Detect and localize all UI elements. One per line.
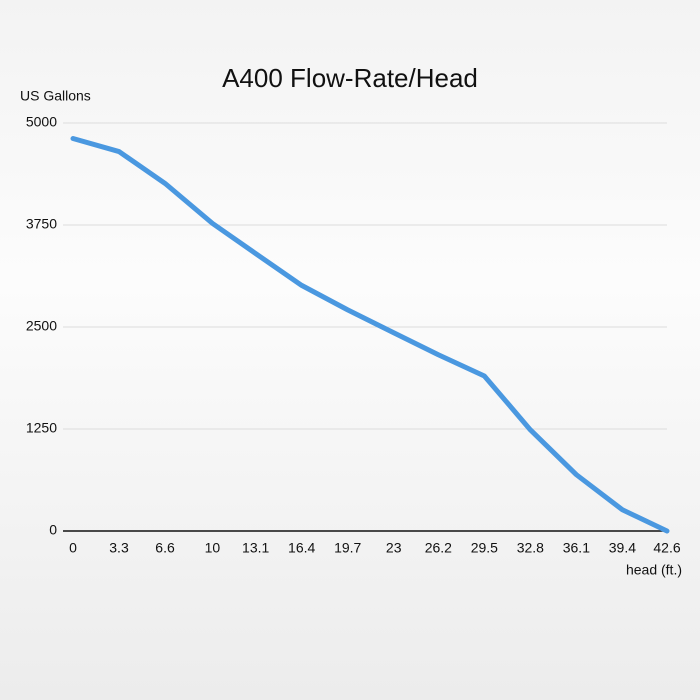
x-tick-label: 3.3 xyxy=(109,540,129,556)
x-tick-label: 39.4 xyxy=(609,540,636,556)
data-line xyxy=(70,136,670,534)
x-tick-label: 29.5 xyxy=(471,540,498,556)
x-tick-label: 32.8 xyxy=(517,540,544,556)
x-axis-label: head (ft.) xyxy=(626,562,682,578)
y-tick-label: 2500 xyxy=(26,318,57,334)
y-axis-label: US Gallons xyxy=(20,88,91,104)
x-tick-label: 42.6 xyxy=(653,540,680,556)
x-tick-label: 0 xyxy=(69,540,77,556)
y-tick-label: 3750 xyxy=(26,216,57,232)
y-tick-label: 0 xyxy=(49,522,57,538)
x-tick-label: 19.7 xyxy=(334,540,361,556)
x-tick-label: 13.1 xyxy=(242,540,269,556)
x-tick-label: 26.2 xyxy=(425,540,452,556)
x-tick-label: 36.1 xyxy=(563,540,590,556)
x-tick-label: 23 xyxy=(386,540,402,556)
y-tick-label: 1250 xyxy=(26,420,57,436)
x-tick-label: 10 xyxy=(205,540,221,556)
x-tick-label: 6.6 xyxy=(155,540,175,556)
chart-title: A400 Flow-Rate/Head xyxy=(222,63,478,93)
x-tick-label: 16.4 xyxy=(288,540,315,556)
y-tick-label: 5000 xyxy=(26,114,57,130)
